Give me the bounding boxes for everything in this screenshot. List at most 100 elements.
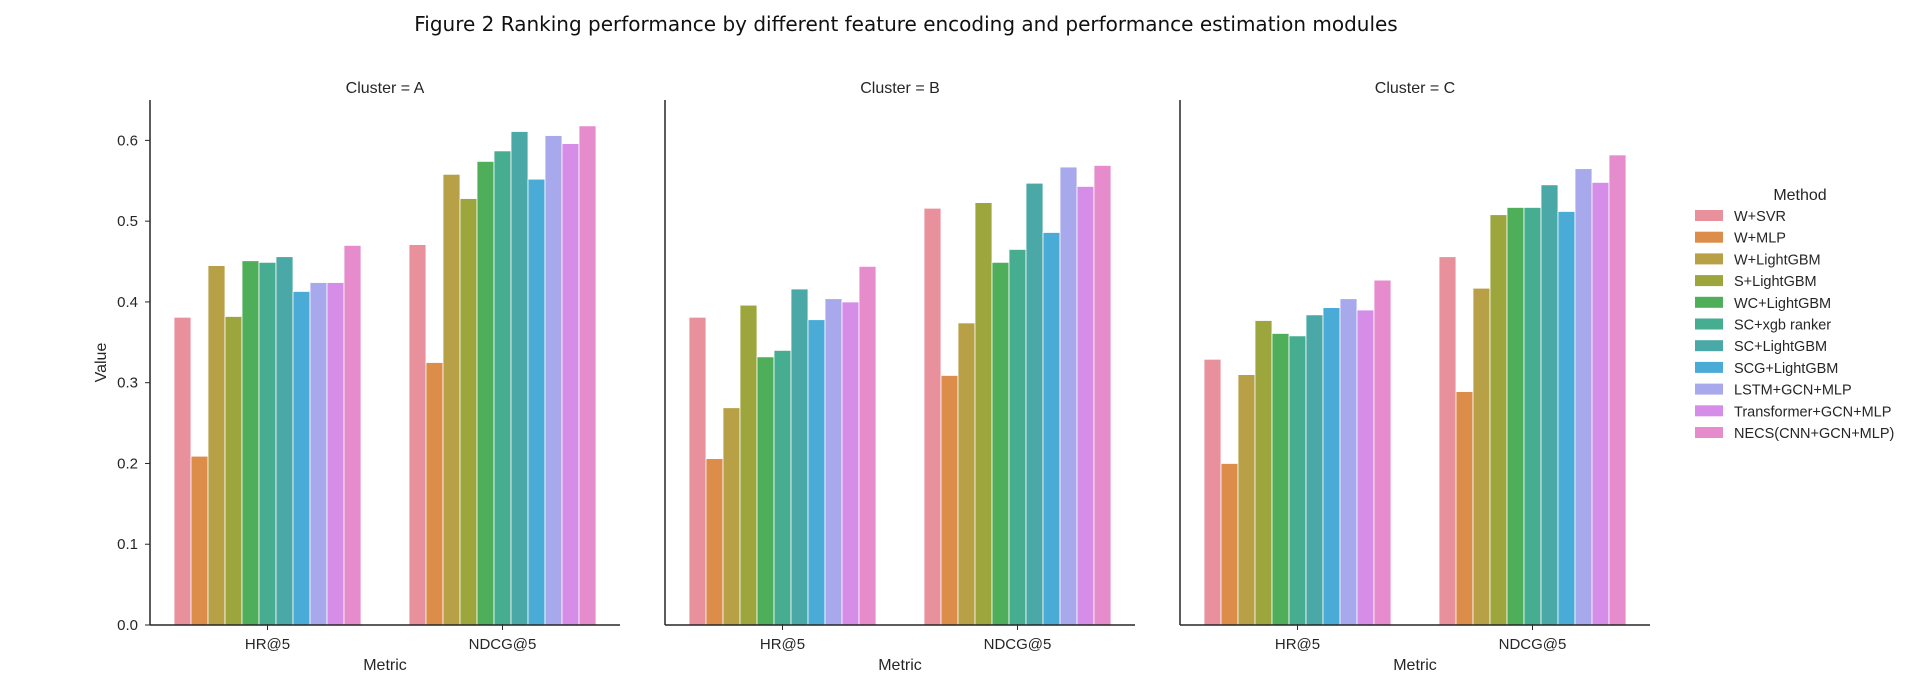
bar-W+LightGBM bbox=[1237, 374, 1256, 626]
panel-cluster-3: Cluster = C HR@5 NDCG@5 Metric bbox=[1179, 80, 1650, 674]
bar-NECS(CNN+GCN+MLP) bbox=[343, 244, 362, 626]
bar-W+LightGBM bbox=[442, 173, 461, 626]
x-tick-label: NDCG@5 bbox=[984, 636, 1052, 653]
bar-WC+LightGBM bbox=[241, 260, 260, 626]
bar-S+LightGBM bbox=[1254, 320, 1273, 626]
bar-W+SVR bbox=[408, 244, 427, 626]
bar-WC+LightGBM bbox=[476, 160, 495, 626]
y-tick-label: 0.5 bbox=[117, 213, 138, 230]
legend-entry: W+MLP bbox=[1734, 231, 1786, 247]
bar-W+SVR bbox=[688, 316, 707, 626]
panel-title: Cluster = A bbox=[346, 80, 425, 97]
bar-W+MLP bbox=[425, 362, 444, 626]
bar-SC+LightGBM bbox=[510, 131, 529, 626]
legend-swatch bbox=[1695, 427, 1723, 438]
bar-S+LightGBM bbox=[1489, 214, 1508, 626]
bar-SCG+LightGBM bbox=[807, 319, 826, 626]
panel-title: Cluster = B bbox=[860, 80, 940, 97]
bar-SC+xgb ranker bbox=[773, 349, 792, 626]
bar-W+SVR bbox=[1203, 358, 1222, 626]
panel-cluster-2: Cluster = B HR@5 NDCG@5 Metric bbox=[664, 80, 1135, 674]
legend-entry: LSTM+GCN+MLP bbox=[1734, 383, 1852, 399]
legend-entry: Transformer+GCN+MLP bbox=[1734, 404, 1891, 420]
legend-entry: SC+xgb ranker bbox=[1734, 318, 1831, 334]
bar-SCG+LightGBM bbox=[1322, 307, 1341, 626]
bar-SC+xgb ranker bbox=[1523, 207, 1542, 626]
bar-W+SVR bbox=[923, 207, 942, 626]
bar-SCG+LightGBM bbox=[1042, 232, 1061, 626]
legend-swatch bbox=[1695, 340, 1723, 352]
bar-WC+LightGBM bbox=[991, 261, 1010, 626]
bar-W+SVR bbox=[173, 316, 192, 626]
bar-NECS(CNN+GCN+MLP) bbox=[1093, 165, 1112, 626]
bar-SCG+LightGBM bbox=[527, 178, 546, 626]
bar-LSTM+GCN+MLP bbox=[824, 298, 843, 626]
bar-W+MLP bbox=[1220, 463, 1239, 626]
bar-SC+xgb ranker bbox=[1288, 335, 1307, 626]
bar-LSTM+GCN+MLP bbox=[1059, 166, 1078, 626]
legend-swatch bbox=[1695, 318, 1723, 330]
x-axis-label: Metric bbox=[878, 657, 922, 674]
legend-swatch bbox=[1695, 296, 1723, 308]
y-tick-label: 0.4 bbox=[117, 294, 138, 311]
figure-title: Figure 2 Ranking performance by differen… bbox=[414, 12, 1398, 36]
legend-swatch bbox=[1695, 405, 1723, 417]
bar-Transformer+GCN+MLP bbox=[841, 301, 860, 626]
bar-SC+xgb ranker bbox=[258, 261, 277, 626]
bar-SC+LightGBM bbox=[275, 256, 294, 626]
y-tick-label: 0.1 bbox=[117, 536, 138, 553]
bar-Transformer+GCN+MLP bbox=[1356, 309, 1375, 626]
bar-SC+LightGBM bbox=[1305, 314, 1324, 626]
bar-SC+LightGBM bbox=[1540, 184, 1559, 626]
bar-WC+LightGBM bbox=[1271, 333, 1290, 626]
y-tick-label: 0.2 bbox=[117, 455, 138, 472]
bar-NECS(CNN+GCN+MLP) bbox=[578, 125, 597, 626]
facet-panels: Cluster = A HR@5 NDCG@5 Metric 0.0 0.1 0.2 0.3 0… bbox=[93, 80, 1650, 674]
bar-W+LightGBM bbox=[722, 407, 741, 626]
legend-swatch bbox=[1695, 253, 1723, 265]
legend: Method W+SVR W+MLP W+LightGBM S+LightGBM WC+L… bbox=[1695, 187, 1894, 442]
legend-swatch bbox=[1695, 275, 1723, 287]
y-tick-label: 0.0 bbox=[117, 617, 138, 634]
bar-NECS(CNN+GCN+MLP) bbox=[1608, 154, 1627, 626]
x-axis-label: Metric bbox=[363, 657, 407, 674]
legend-entry: W+LightGBM bbox=[1734, 252, 1821, 268]
legend-entry: SCG+LightGBM bbox=[1734, 361, 1838, 377]
bar-W+LightGBM bbox=[207, 265, 226, 626]
bar-SC+xgb ranker bbox=[493, 150, 512, 626]
bar-LSTM+GCN+MLP bbox=[544, 135, 563, 626]
bar-NECS(CNN+GCN+MLP) bbox=[858, 265, 877, 626]
bar-LSTM+GCN+MLP bbox=[309, 282, 328, 626]
y-tick-label: 0.6 bbox=[117, 132, 138, 149]
bar-W+LightGBM bbox=[1472, 287, 1491, 626]
bar-SC+LightGBM bbox=[1025, 182, 1044, 626]
bar-W+SVR bbox=[1438, 256, 1457, 626]
legend-swatch bbox=[1695, 383, 1723, 395]
x-tick-label: NDCG@5 bbox=[469, 636, 537, 653]
legend-entry: SC+LightGBM bbox=[1734, 339, 1827, 355]
x-tick-label: HR@5 bbox=[245, 636, 290, 653]
y-tick-label: 0.3 bbox=[117, 375, 138, 392]
bar-S+LightGBM bbox=[459, 198, 478, 626]
bar-LSTM+GCN+MLP bbox=[1574, 168, 1593, 626]
legend-entry: W+SVR bbox=[1734, 209, 1786, 225]
bar-SCG+LightGBM bbox=[1557, 211, 1576, 626]
bar-Transformer+GCN+MLP bbox=[561, 143, 580, 626]
x-tick-label: NDCG@5 bbox=[1499, 636, 1567, 653]
x-tick-label: HR@5 bbox=[760, 636, 805, 653]
legend-swatch bbox=[1695, 361, 1723, 373]
bar-W+LightGBM bbox=[957, 322, 976, 626]
bar-W+MLP bbox=[705, 458, 724, 626]
bar-NECS(CNN+GCN+MLP) bbox=[1373, 279, 1392, 626]
panel-cluster-1: Cluster = A HR@5 NDCG@5 Metric 0.0 0.1 0.2 0.3 0… bbox=[93, 80, 620, 674]
bar-Transformer+GCN+MLP bbox=[1591, 181, 1610, 626]
bar-WC+LightGBM bbox=[1506, 207, 1525, 626]
bar-SC+LightGBM bbox=[790, 288, 809, 626]
x-axis-label: Metric bbox=[1393, 657, 1437, 674]
legend-swatch bbox=[1695, 231, 1723, 243]
bar-SCG+LightGBM bbox=[292, 291, 311, 626]
bar-S+LightGBM bbox=[224, 316, 243, 626]
bar-LSTM+GCN+MLP bbox=[1339, 298, 1358, 626]
bar-S+LightGBM bbox=[739, 304, 758, 626]
